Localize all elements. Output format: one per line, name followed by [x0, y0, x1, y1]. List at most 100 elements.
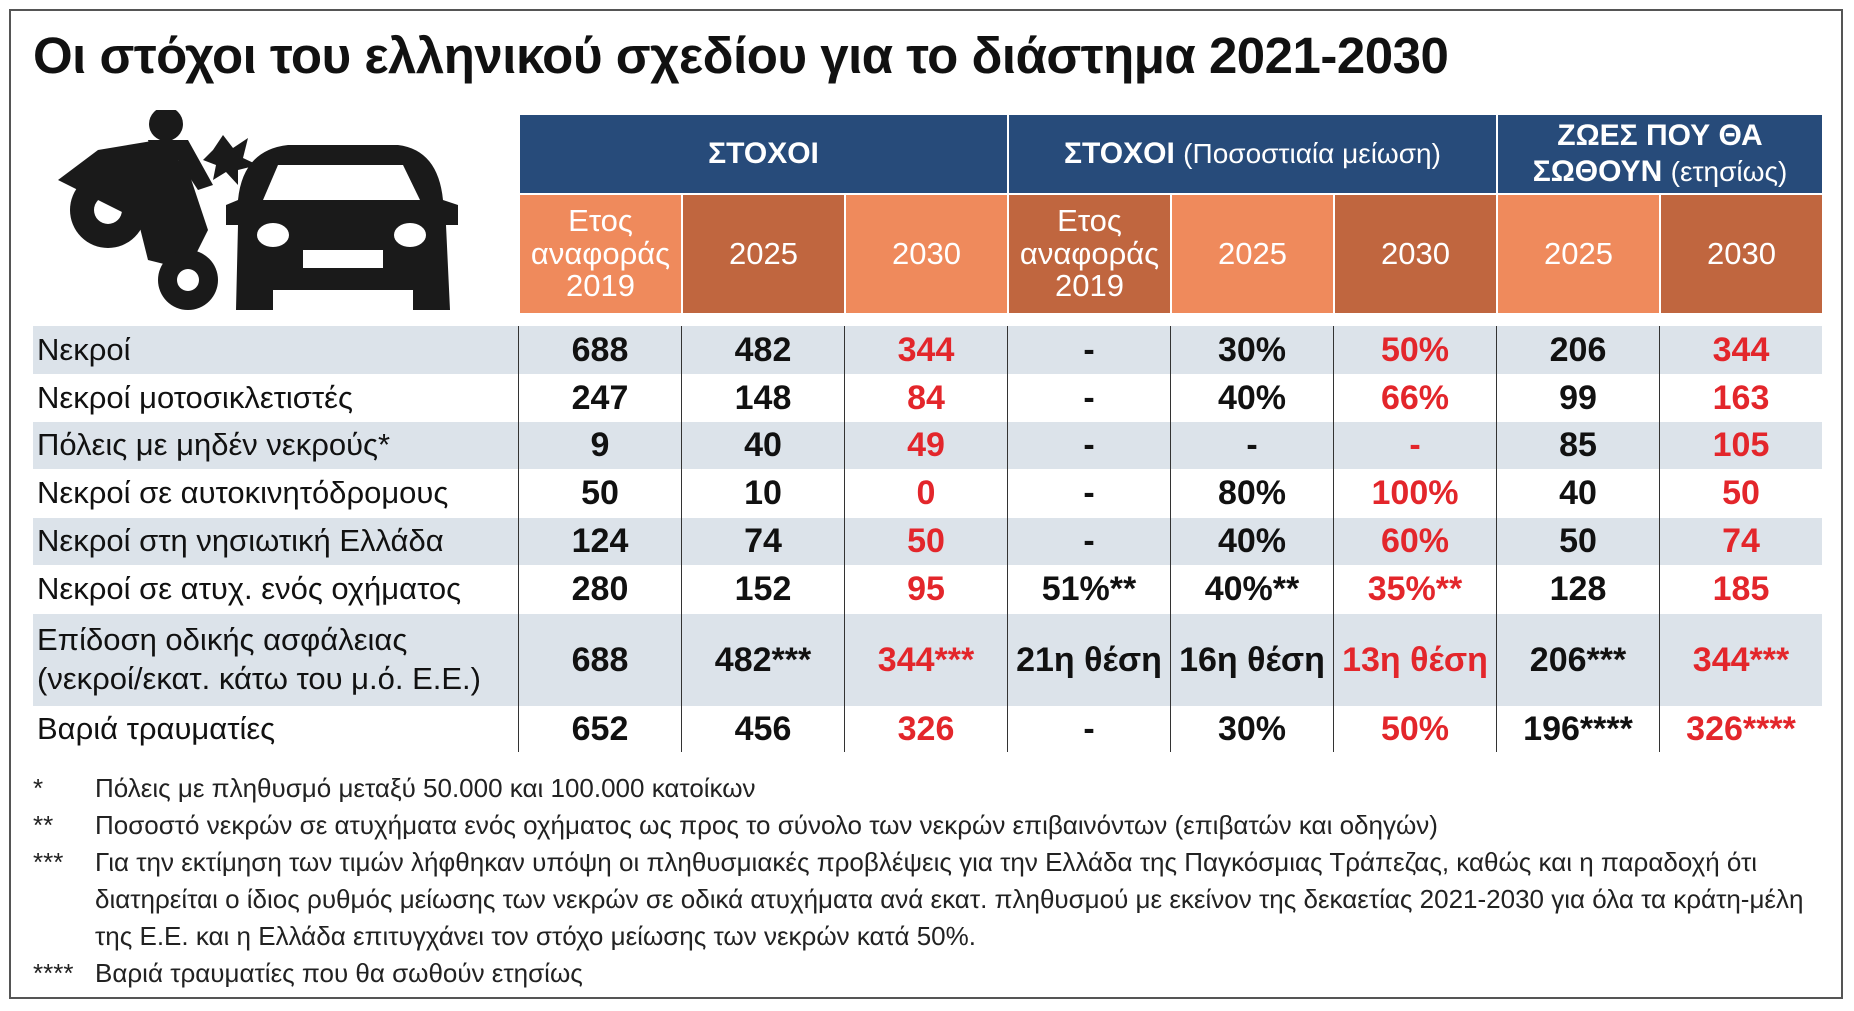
cell: 128: [1496, 565, 1659, 614]
group-note: (ετησίως): [1670, 156, 1788, 187]
cell: -: [1007, 518, 1170, 565]
cell: 16η θέση: [1170, 614, 1333, 706]
group-header-text: ΖΩΕΣ ΠΟΥ ΘΑ ΣΩΘΟΥΝ (ετησίως): [1512, 118, 1808, 190]
column-header: Ετος αναφοράς 2019: [518, 193, 681, 313]
row-label: Επίδοση οδικής ασφάλειας (νεκροί/εκατ. κ…: [37, 622, 481, 696]
cell: 344***: [1659, 614, 1822, 706]
cell: 50: [844, 518, 1007, 565]
cell: 100%: [1333, 469, 1496, 518]
cell: 344***: [844, 614, 1007, 706]
row-label: Νεκροί σε ατυχ. ενός οχήματος: [37, 571, 462, 607]
footnote-mark: **: [33, 810, 54, 840]
cell: 49: [844, 422, 1007, 469]
cell: 196****: [1496, 706, 1659, 752]
cell: 163: [1659, 374, 1822, 422]
cell: 80%: [1170, 469, 1333, 518]
group-note: (Ποσοστιαία μείωση): [1183, 138, 1441, 169]
row-label: Νεκροί: [37, 331, 131, 367]
cell: 30%: [1170, 326, 1333, 374]
title: Οι στόχοι του ελληνικού σχεδίου για το δ…: [33, 27, 1449, 84]
cell: -: [1007, 326, 1170, 374]
cell: 148: [681, 374, 844, 422]
cell: 84: [844, 374, 1007, 422]
footnote-mark: ***: [33, 847, 64, 877]
cell: 13η θέση: [1333, 614, 1496, 706]
frame: [9, 9, 1843, 999]
cell: 30%: [1170, 706, 1333, 752]
cell: 344: [844, 326, 1007, 374]
cell: -: [1007, 374, 1170, 422]
column-header: 2030: [1333, 193, 1496, 313]
cell: 50: [1659, 469, 1822, 518]
group-title: ΖΩΕΣ ΠΟΥ ΘΑ ΣΩΘΟΥΝ: [1532, 119, 1763, 188]
cell: 50: [1496, 518, 1659, 565]
crash-icon: [58, 110, 458, 310]
group-title: ΣΤΟΧΟΙ: [1064, 137, 1175, 170]
cell: 124: [518, 518, 681, 565]
cell: -: [1007, 706, 1170, 752]
cell: 185: [1659, 565, 1822, 614]
cell: 95: [844, 565, 1007, 614]
cell: 482***: [681, 614, 844, 706]
row-label: Βαριά τραυματίες: [37, 710, 276, 746]
cell: 482: [681, 326, 844, 374]
footnote: ** Ποσοστό νεκρών σε ατυχήματα ενός οχήμα…: [33, 807, 1823, 844]
cell: 326: [844, 706, 1007, 752]
cell: 10: [681, 469, 844, 518]
cell: 85: [1496, 422, 1659, 469]
cell: 21η θέση: [1007, 614, 1170, 706]
cell: -: [1333, 422, 1496, 469]
group-header-text: ΣΤΟΧΟΙ (Ποσοστιαία μείωση): [1064, 136, 1441, 172]
cell: 152: [681, 565, 844, 614]
footnote-text: Για την εκτίμηση των τιμών λήφθηκαν υπόψ…: [95, 847, 1804, 951]
column-header: 2025: [1170, 193, 1333, 313]
cell: -: [1170, 422, 1333, 469]
row-band: [33, 518, 1822, 565]
cell: 50: [518, 469, 681, 518]
row-band: [33, 614, 1822, 706]
footnote: *** Για την εκτίμηση των τιμών λήφθηκαν υ…: [33, 844, 1823, 955]
cell: -: [1007, 469, 1170, 518]
cell: 688: [518, 326, 681, 374]
footnote: **** Βαριά τραυματίες που θα σωθούν ετησί…: [33, 955, 1823, 992]
row-band: [33, 422, 1822, 469]
cell: 74: [1659, 518, 1822, 565]
row-band: [33, 326, 1822, 374]
cell: 326****: [1659, 706, 1822, 752]
cell: 40: [1496, 469, 1659, 518]
group-header: ΣΤΟΧΟΙ (Ποσοστιαία μείωση): [1007, 115, 1496, 193]
row-label: Νεκροί στη νησιωτική Ελλάδα: [37, 523, 444, 559]
column-header: 2030: [1659, 193, 1822, 313]
group-header: ΖΩΕΣ ΠΟΥ ΘΑ ΣΩΘΟΥΝ (ετησίως): [1496, 115, 1822, 193]
cell: 74: [681, 518, 844, 565]
footnote-text: Ποσοστό νεκρών σε ατυχήματα ενός οχήματο…: [95, 810, 1438, 840]
cell: 456: [681, 706, 844, 752]
cell: -: [1007, 422, 1170, 469]
cell: 40%: [1170, 374, 1333, 422]
cell: 652: [518, 706, 681, 752]
footnote-mark: *: [33, 773, 44, 803]
group-header: ΣΤΟΧΟΙ: [518, 115, 1007, 193]
column-header: Ετος αναφοράς 2019: [1007, 193, 1170, 313]
row-label: Νεκροί μοτοσικλετιστές: [37, 379, 353, 415]
cell: 247: [518, 374, 681, 422]
cell: 40%: [1170, 518, 1333, 565]
cell: 50%: [1333, 326, 1496, 374]
footnote-mark: ****: [33, 958, 74, 988]
cell: 344: [1659, 326, 1822, 374]
cell: 35%**: [1333, 565, 1496, 614]
cell: 105: [1659, 422, 1822, 469]
cell: 66%: [1333, 374, 1496, 422]
column-header: 2025: [1496, 193, 1659, 313]
group-header-text: ΣΤΟΧΟΙ: [708, 136, 819, 172]
column-header: 2025: [681, 193, 844, 313]
footnote-text: Πόλεις με πληθυσμό μεταξύ 50.000 και 100…: [95, 773, 756, 803]
cell: 688: [518, 614, 681, 706]
cell: 9: [518, 422, 681, 469]
cell: 40%**: [1170, 565, 1333, 614]
cell: 60%: [1333, 518, 1496, 565]
column-header: 2030: [844, 193, 1007, 313]
cell: 40: [681, 422, 844, 469]
cell: 99: [1496, 374, 1659, 422]
